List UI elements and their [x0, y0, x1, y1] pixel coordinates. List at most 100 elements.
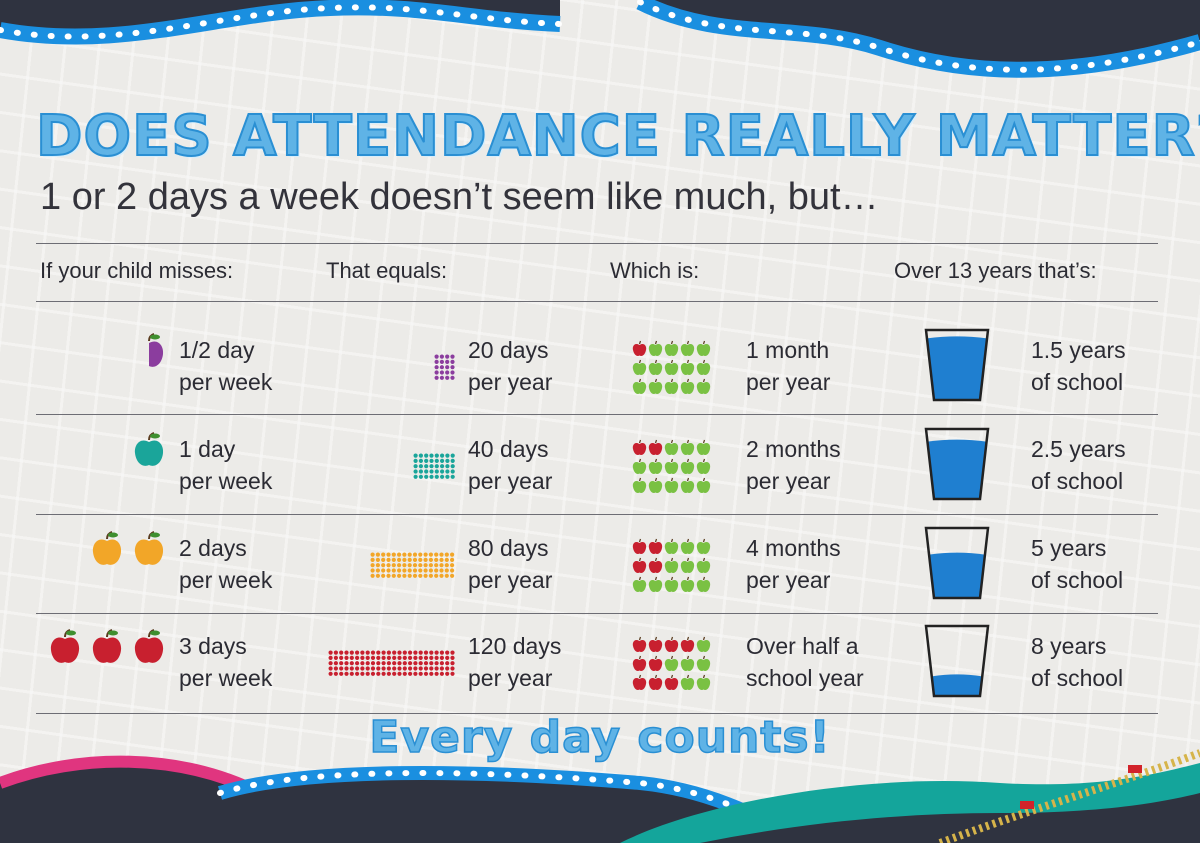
day-dot [397, 573, 402, 578]
missed-month-apple-icon [632, 674, 647, 690]
day-dot [444, 375, 450, 380]
page-title: DOES ATTENDANCE REALLY MATTER? [35, 103, 1200, 170]
days-dots-icon [413, 453, 455, 479]
day-dot [402, 650, 407, 655]
day-dot [444, 650, 450, 655]
month-apple-icon [664, 439, 679, 455]
day-dot [423, 660, 428, 666]
day-dot [428, 671, 434, 676]
day-dot [407, 666, 412, 671]
day-dot [349, 650, 354, 655]
day-dot [397, 552, 402, 557]
table-row: 1/2 day per week 20 days per year 1 month per… [0, 318, 1200, 416]
school-year-apples-icon [632, 636, 712, 691]
day-dot [428, 469, 434, 474]
day-dot [338, 671, 344, 676]
day-dot [397, 660, 402, 666]
equals-value: 40 days per year [468, 433, 552, 497]
day-dot [391, 573, 397, 578]
header-equals: That equals: [326, 258, 448, 283]
day-dot [439, 354, 444, 359]
day-dot [413, 463, 418, 469]
day-dot [450, 650, 455, 655]
table-row: 2 days per week 80 days per year 4 months per… [0, 516, 1200, 614]
day-dot [418, 463, 423, 469]
apple-icon [134, 629, 164, 663]
divider [36, 301, 1158, 302]
day-dot [349, 666, 354, 671]
day-dot [444, 364, 450, 370]
month-apple-icon [696, 477, 711, 493]
missed-month-apple-icon [632, 538, 647, 554]
day-dot [439, 552, 444, 557]
month-apple-icon [632, 576, 647, 592]
month-apple-icon [664, 477, 679, 493]
day-dot [423, 469, 428, 474]
day-dot [428, 666, 434, 671]
day-dot [413, 458, 418, 463]
day-dot [375, 655, 381, 660]
day-dot [397, 568, 402, 573]
day-dot [450, 552, 455, 557]
apple-icons [132, 431, 166, 469]
day-dot [354, 671, 359, 676]
month-apple-icon [648, 576, 663, 592]
missed-month-apple-icon [648, 538, 663, 554]
misses-value: 2 days per week [179, 532, 272, 596]
day-dot [333, 660, 338, 666]
day-dot [439, 655, 444, 660]
day-dot [397, 650, 402, 655]
day-dot [450, 370, 455, 375]
over-line: of school [1031, 665, 1124, 691]
which-line: per year [746, 369, 831, 395]
day-dot [428, 463, 434, 469]
month-apple-icon [680, 340, 695, 356]
day-dot [439, 573, 444, 578]
day-dot [402, 562, 407, 568]
day-dot [423, 568, 428, 573]
divider [36, 713, 1158, 714]
day-dot [434, 453, 439, 458]
apple-icons [48, 628, 166, 666]
day-dot [423, 474, 428, 479]
day-dot [328, 660, 333, 666]
day-dot [375, 650, 381, 655]
month-apple-icon [696, 340, 711, 356]
month-apple-icon [664, 458, 679, 474]
equals-line: 120 days [468, 633, 562, 659]
day-dot [439, 671, 444, 676]
day-dot [413, 562, 418, 568]
over-line: 2.5 years [1031, 436, 1126, 462]
day-dot [434, 671, 439, 676]
day-dot [375, 660, 381, 666]
over-line: 5 years [1031, 535, 1107, 561]
day-dot [413, 655, 418, 660]
month-apple-icon [648, 359, 663, 375]
missed-month-apple-icon [648, 636, 663, 652]
day-dot [365, 671, 370, 676]
footer-slogan: Every day counts! [369, 711, 831, 764]
over-line: of school [1031, 369, 1124, 395]
month-apple-icon [632, 458, 647, 474]
day-dot [386, 557, 391, 562]
day-dot [370, 552, 375, 557]
day-dot [386, 562, 391, 568]
day-dot [450, 469, 455, 474]
day-dot [450, 463, 455, 469]
equals-line: 80 days [468, 535, 549, 561]
which-value: 1 month per year [746, 334, 830, 398]
apple-icon [92, 629, 122, 663]
day-dot [413, 660, 418, 666]
month-apple-icon [664, 576, 679, 592]
misses-line: per week [179, 369, 273, 395]
month-apple-icon [680, 378, 695, 394]
day-dot [418, 655, 423, 660]
day-dot [381, 557, 386, 562]
day-dot [450, 354, 455, 359]
school-year-apples-icon [632, 538, 712, 593]
month-apple-icon [664, 340, 679, 356]
equals-value: 80 days per year [468, 532, 552, 596]
day-dot [428, 568, 434, 573]
day-dot [381, 562, 386, 568]
day-dot [444, 573, 450, 578]
